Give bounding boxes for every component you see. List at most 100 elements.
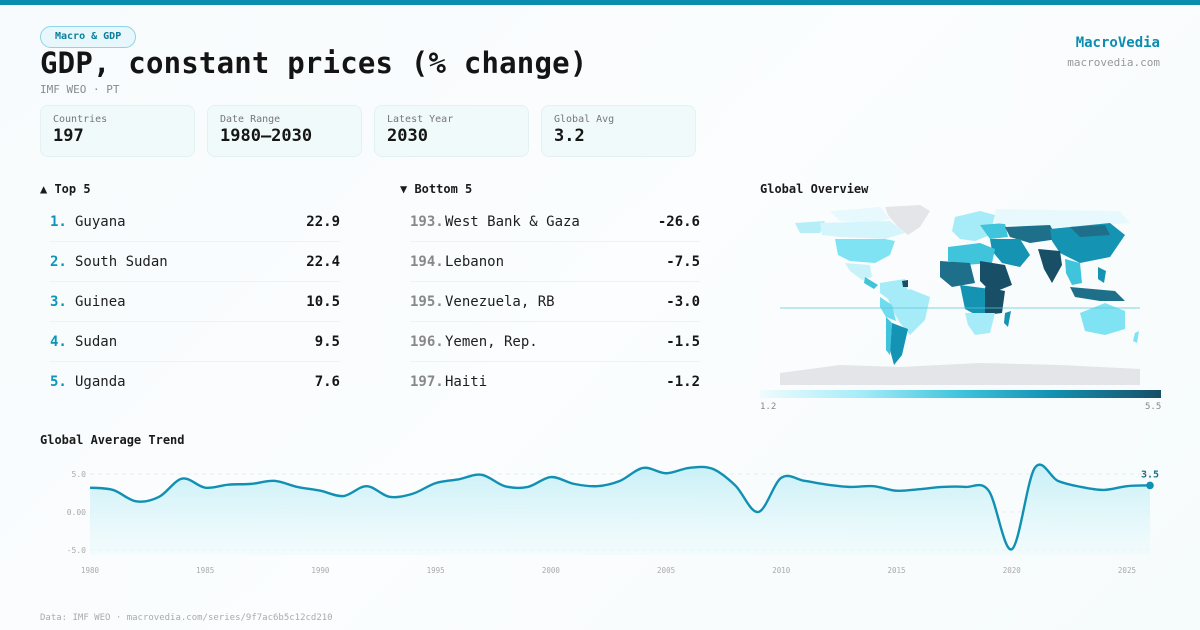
- list-item[interactable]: 5. Uganda 7.6: [50, 362, 340, 402]
- stat-label: Latest Year: [387, 114, 454, 125]
- y-tick-label: 0.00: [67, 508, 86, 517]
- country-value: 22.9: [306, 213, 340, 230]
- region-argentina: [890, 323, 908, 365]
- stat-card-global-avg: Global Avg 3.2: [541, 105, 696, 157]
- region-canada: [820, 221, 905, 239]
- data-point-2016[interactable]: [916, 485, 924, 493]
- list-item[interactable]: 193. West Bank & Gaza -26.6: [410, 202, 700, 242]
- data-point-1985[interactable]: [201, 484, 209, 492]
- region-europe: [952, 211, 995, 241]
- last-value-point[interactable]: [1146, 481, 1154, 490]
- x-tick-label: 2000: [542, 566, 561, 575]
- data-point-2014[interactable]: [869, 482, 877, 490]
- data-point-2001[interactable]: [570, 480, 578, 488]
- region-india: [1038, 249, 1062, 283]
- list-item[interactable]: 1. Guyana 22.9: [50, 202, 340, 242]
- data-point-1980[interactable]: [86, 484, 94, 492]
- legend-min-label: 1.2: [760, 402, 777, 412]
- data-point-2018[interactable]: [962, 483, 970, 491]
- last-value-label: 3.5: [1141, 469, 1159, 480]
- country-name: Sudan: [75, 333, 118, 350]
- data-point-2002[interactable]: [593, 482, 601, 490]
- rank: 5.: [50, 374, 67, 390]
- category-badge[interactable]: Macro & GDP: [40, 26, 137, 48]
- data-point-2012[interactable]: [823, 481, 831, 489]
- data-point-2024[interactable]: [1100, 486, 1108, 494]
- data-point-2000[interactable]: [547, 473, 555, 481]
- list-item[interactable]: 197. Haiti -1.2: [410, 362, 700, 402]
- region-alaska: [795, 221, 825, 233]
- page-subtitle: IMF WEO · PT: [40, 83, 120, 96]
- data-point-1990[interactable]: [316, 487, 324, 495]
- data-point-1986[interactable]: [224, 481, 232, 489]
- data-point-1981[interactable]: [109, 486, 117, 494]
- rank: 3.: [50, 293, 67, 310]
- country-value: -1.2: [666, 374, 700, 390]
- data-point-2017[interactable]: [939, 483, 947, 491]
- top5-heading: ▲ Top 5: [40, 182, 91, 196]
- region-colombia-venezuela: [880, 279, 908, 299]
- data-point-2020[interactable]: [1008, 545, 1016, 553]
- region-southern-africa: [965, 313, 995, 335]
- data-point-1997[interactable]: [478, 471, 486, 479]
- world-choropleth-map[interactable]: [780, 205, 1140, 385]
- data-point-1998[interactable]: [501, 482, 509, 490]
- brand-url[interactable]: macrovedia.com: [1067, 56, 1160, 69]
- list-item[interactable]: 196. Yemen, Rep. -1.5: [410, 322, 700, 362]
- data-point-1989[interactable]: [293, 483, 301, 491]
- region-middle-east: [990, 239, 1030, 267]
- data-point-2019[interactable]: [985, 487, 993, 495]
- data-point-2025[interactable]: [1123, 482, 1131, 490]
- data-point-1987[interactable]: [247, 480, 255, 488]
- data-point-2007[interactable]: [708, 465, 716, 473]
- y-tick-label: 5.0: [72, 470, 87, 479]
- data-point-2010[interactable]: [777, 474, 785, 482]
- data-point-1992[interactable]: [363, 482, 371, 490]
- region-indonesia: [1070, 287, 1125, 301]
- data-point-2003[interactable]: [616, 477, 624, 485]
- data-point-1984[interactable]: [178, 475, 186, 483]
- data-point-2004[interactable]: [639, 464, 647, 472]
- data-point-1982[interactable]: [132, 497, 140, 505]
- map-color-scale: [760, 390, 1161, 398]
- data-point-1988[interactable]: [270, 477, 278, 485]
- data-point-2023[interactable]: [1077, 483, 1085, 491]
- data-point-2013[interactable]: [846, 483, 854, 491]
- data-point-2009[interactable]: [754, 508, 762, 516]
- region-eastern-europe: [980, 223, 1008, 239]
- data-point-1999[interactable]: [524, 483, 532, 491]
- y-tick-label: -5.0: [67, 546, 86, 555]
- list-item[interactable]: 3. Guinea 10.5: [50, 282, 340, 322]
- x-tick-label: 1980: [81, 566, 100, 575]
- data-point-2005[interactable]: [662, 469, 670, 477]
- x-tick-label: 1985: [196, 566, 214, 575]
- data-point-2008[interactable]: [731, 481, 739, 489]
- x-tick-label: 2020: [1003, 566, 1022, 575]
- country-name: Uganda: [75, 374, 126, 390]
- list-item[interactable]: 4. Sudan 9.5: [50, 322, 340, 362]
- brand-logo[interactable]: MacroVedia: [1075, 35, 1160, 51]
- country-name: Haiti: [445, 374, 488, 390]
- data-point-2011[interactable]: [800, 477, 808, 485]
- data-point-1994[interactable]: [409, 490, 417, 498]
- data-point-2006[interactable]: [685, 464, 693, 472]
- data-point-1995[interactable]: [432, 479, 440, 487]
- region-kazakhstan: [1005, 225, 1058, 243]
- region-chile: [886, 317, 892, 355]
- data-point-2022[interactable]: [1054, 477, 1062, 485]
- data-point-1993[interactable]: [386, 493, 394, 501]
- data-point-1991[interactable]: [339, 492, 347, 500]
- list-item[interactable]: 194. Lebanon -7.5: [410, 242, 700, 282]
- data-point-1996[interactable]: [455, 475, 463, 483]
- region-mongolia: [1070, 225, 1110, 237]
- list-item[interactable]: 2. South Sudan 22.4: [50, 242, 340, 282]
- data-point-2021[interactable]: [1031, 464, 1039, 472]
- x-tick-label: 2010: [772, 566, 791, 575]
- trend-chart[interactable]: 5.0 0.00 -5.0 1980 1985 1990 1995 2000 2005 2010…: [0, 455, 1200, 585]
- list-item[interactable]: 195. Venezuela, RB -3.0: [410, 282, 700, 322]
- region-guyana: [902, 280, 908, 287]
- data-point-2015[interactable]: [893, 487, 901, 495]
- bottom5-list: ▼ Bottom 5 193. West Bank & Gaza -26.6 1…: [400, 182, 700, 402]
- country-name: Yemen, Rep.: [445, 333, 538, 350]
- data-point-1983[interactable]: [155, 493, 163, 501]
